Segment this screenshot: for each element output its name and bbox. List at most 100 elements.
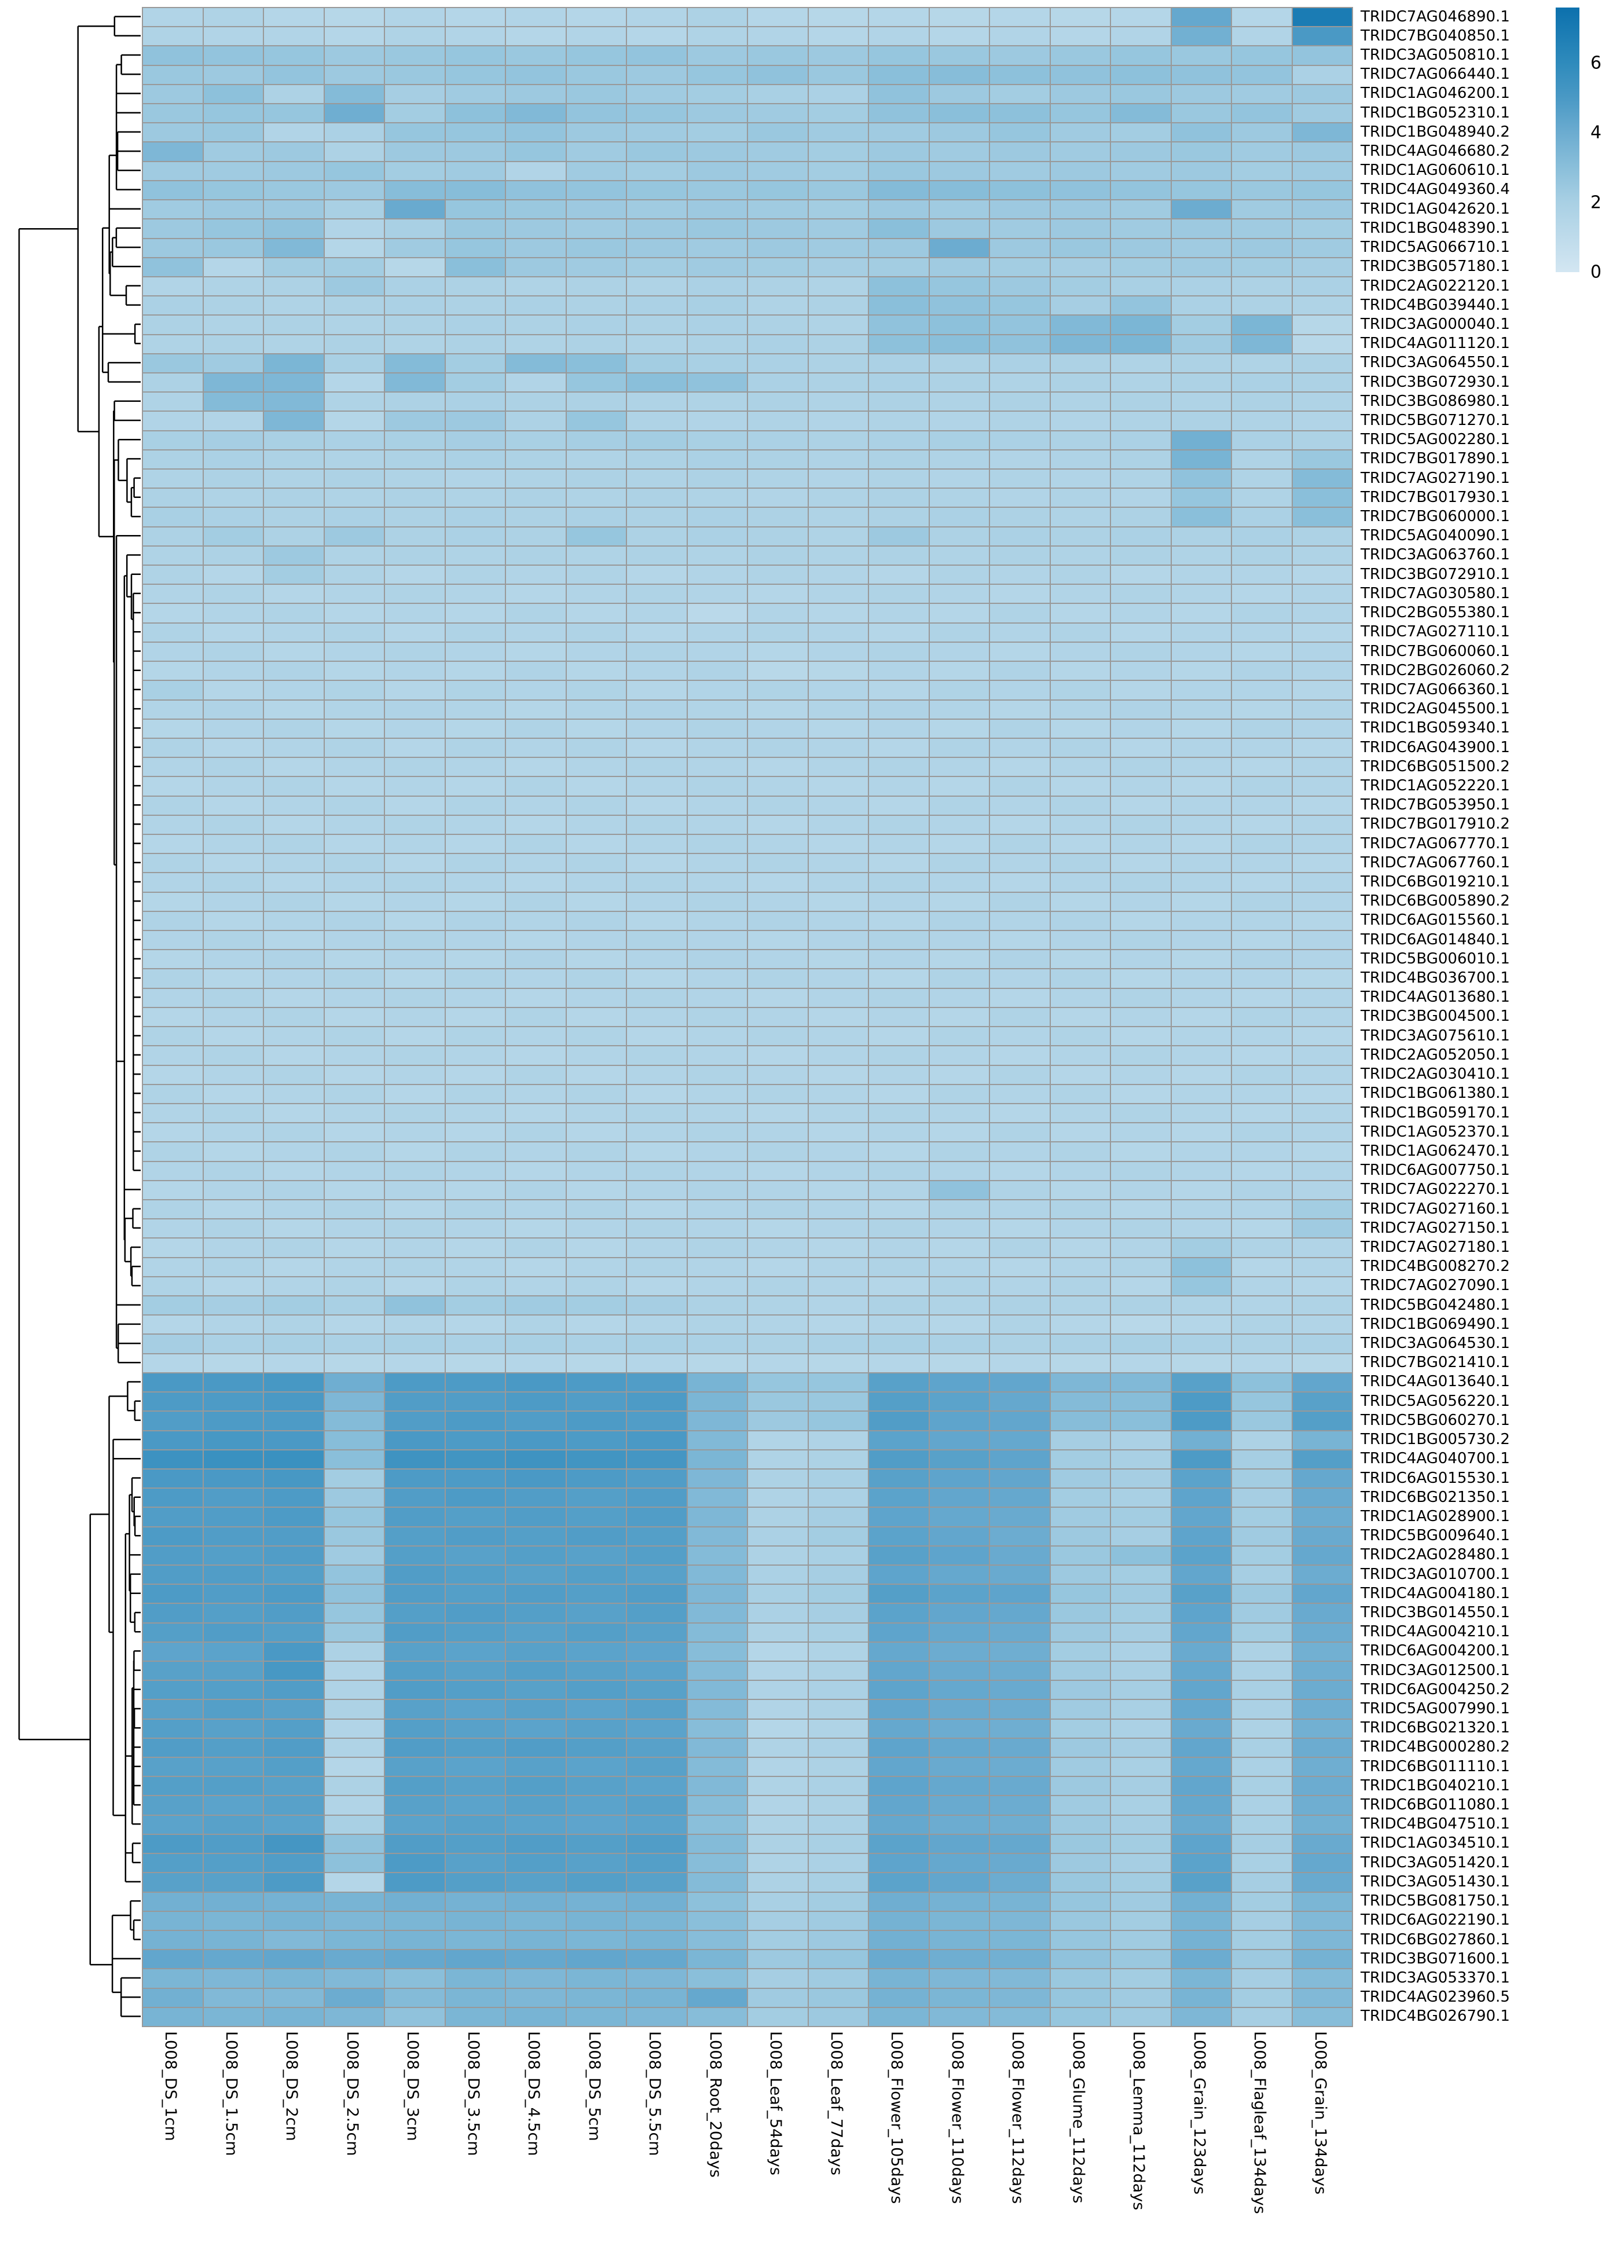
heatmap-cell xyxy=(868,123,929,142)
row-label: TRIDC6AG015560.1 xyxy=(1361,911,1510,929)
colorbar-gradient xyxy=(1556,8,1579,272)
heatmap-cell xyxy=(566,1507,626,1527)
heatmap-cell xyxy=(263,1315,324,1335)
heatmap-cell xyxy=(1110,834,1171,854)
heatmap-cell xyxy=(1050,1488,1110,1508)
heatmap-cell xyxy=(808,930,868,950)
heatmap-cell xyxy=(505,488,566,508)
heatmap-cell xyxy=(1110,1334,1171,1354)
heatmap-cell xyxy=(929,257,989,277)
heatmap-cell xyxy=(687,1411,747,1431)
heatmap-cell xyxy=(324,1930,384,1950)
heatmap-cell xyxy=(1231,1007,1292,1027)
heatmap-cell xyxy=(142,757,203,777)
heatmap-cell xyxy=(142,815,203,834)
row-label: TRIDC4AG046680.2 xyxy=(1361,142,1510,160)
row-label: TRIDC3AG050810.1 xyxy=(1361,46,1510,64)
heatmap-cell xyxy=(929,1738,989,1758)
heatmap-cell xyxy=(445,565,505,585)
heatmap-cell xyxy=(566,276,626,296)
heatmap-cell xyxy=(203,776,263,796)
heatmap-cell xyxy=(324,1411,384,1431)
heatmap-cell xyxy=(1171,1199,1231,1219)
heatmap-cell xyxy=(1171,1603,1231,1623)
heatmap-cell xyxy=(505,238,566,258)
heatmap-cell xyxy=(1050,1276,1110,1296)
heatmap-cell xyxy=(1110,853,1171,873)
heatmap-cell xyxy=(1171,565,1231,585)
heatmap-cell xyxy=(989,1046,1050,1065)
heatmap-cell xyxy=(747,488,808,508)
heatmap-cell xyxy=(1231,1911,1292,1930)
heatmap-cell xyxy=(142,1930,203,1950)
heatmap-cell xyxy=(1050,930,1110,950)
heatmap-cell xyxy=(1231,1084,1292,1104)
heatmap-cell xyxy=(1171,834,1231,854)
heatmap-cell xyxy=(324,1642,384,1662)
heatmap-cell xyxy=(687,1873,747,1892)
heatmap-cell xyxy=(1171,430,1231,450)
heatmap-cell xyxy=(1110,219,1171,239)
heatmap-cell xyxy=(566,161,626,181)
heatmap-cell xyxy=(445,699,505,719)
column-label: L008_DS_4.5cm xyxy=(525,2031,543,2156)
heatmap-cell xyxy=(1050,1199,1110,1219)
heatmap-cell xyxy=(626,1449,687,1469)
column-label: L008_DS_3.5cm xyxy=(464,2031,482,2156)
heatmap-cell xyxy=(384,796,445,815)
heatmap-cell xyxy=(626,200,687,219)
heatmap-cell xyxy=(142,1603,203,1623)
heatmap-cell xyxy=(142,1123,203,1142)
heatmap-cell xyxy=(747,276,808,296)
heatmap-cell xyxy=(989,1238,1050,1258)
heatmap-cell xyxy=(747,161,808,181)
heatmap-cell xyxy=(1050,796,1110,815)
heatmap-cell xyxy=(1292,1584,1352,1604)
heatmap-cell xyxy=(1050,1430,1110,1450)
heatmap-cell xyxy=(687,1161,747,1181)
heatmap-cell xyxy=(384,545,445,566)
heatmap-cell xyxy=(505,719,566,738)
row-label: TRIDC5AG007990.1 xyxy=(1361,1700,1510,1718)
heatmap-cell xyxy=(808,1815,868,1834)
heatmap-cell xyxy=(1050,46,1110,65)
heatmap-cell xyxy=(142,526,203,546)
heatmap-cell xyxy=(505,1950,566,1969)
heatmap-cell xyxy=(203,1507,263,1527)
heatmap-cell xyxy=(747,1699,808,1719)
heatmap-cell xyxy=(324,545,384,566)
heatmap-cell xyxy=(566,1199,626,1219)
heatmap-cell xyxy=(505,1545,566,1565)
heatmap-cell xyxy=(1110,1815,1171,1834)
heatmap-cell xyxy=(868,469,929,489)
heatmap-cell xyxy=(687,853,747,873)
heatmap-cell xyxy=(505,200,566,219)
heatmap-cell xyxy=(445,796,505,815)
heatmap-cell xyxy=(203,757,263,777)
heatmap-cell xyxy=(324,200,384,219)
heatmap-cell xyxy=(142,680,203,700)
heatmap-cell xyxy=(626,1584,687,1604)
row-label: TRIDC2BG055380.1 xyxy=(1361,604,1510,622)
heatmap-cell xyxy=(1110,1123,1171,1142)
heatmap-cell xyxy=(324,2007,384,2027)
heatmap-cell xyxy=(505,661,566,681)
heatmap-cell xyxy=(324,84,384,104)
heatmap-cell xyxy=(566,1950,626,1969)
heatmap-cell xyxy=(989,1911,1050,1930)
heatmap-cell xyxy=(384,430,445,450)
heatmap-cell xyxy=(263,1142,324,1162)
column-label: L008_Grain_123days xyxy=(1190,2031,1208,2195)
heatmap-cell xyxy=(687,1430,747,1450)
heatmap-cell xyxy=(868,1007,929,1027)
heatmap-cell xyxy=(384,1046,445,1065)
heatmap-cell xyxy=(263,565,324,585)
heatmap-cell xyxy=(1050,104,1110,123)
heatmap-cell xyxy=(687,988,747,1007)
heatmap-cell xyxy=(1110,892,1171,911)
heatmap-cell xyxy=(687,1046,747,1065)
heatmap-cell xyxy=(1231,1834,1292,1854)
row-label: TRIDC5BG081750.1 xyxy=(1361,1892,1510,1910)
heatmap-cell xyxy=(747,1911,808,1930)
heatmap-cell xyxy=(566,1238,626,1258)
